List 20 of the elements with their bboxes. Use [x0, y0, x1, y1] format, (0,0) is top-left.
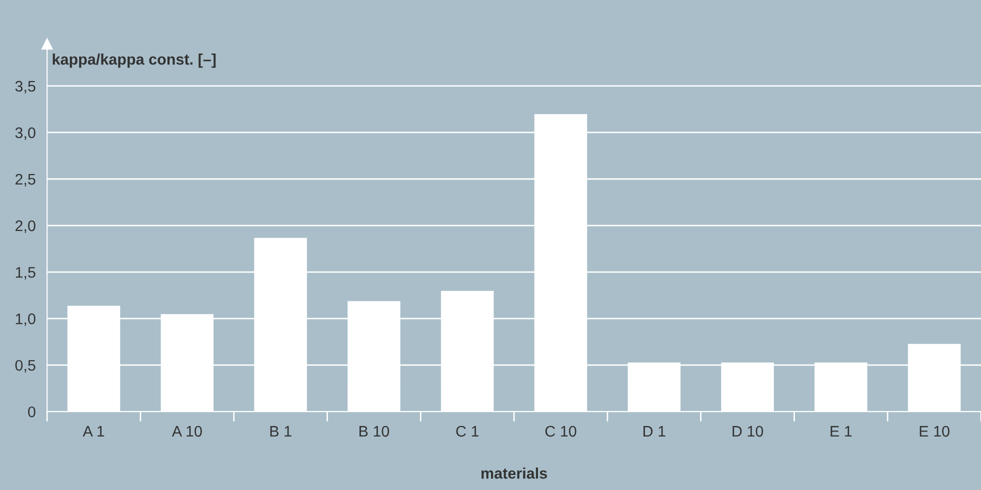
x-tick-label: D 10: [732, 426, 764, 437]
y-tick-label: 1,5: [16, 267, 36, 280]
x-tick-label: D 1: [643, 426, 666, 437]
x-tick-label: A 1: [82, 426, 104, 437]
y-tick-label: 2,0: [16, 220, 36, 234]
x-tick-label: B 1: [270, 426, 292, 437]
x-tick-label: E 10: [920, 426, 950, 437]
x-tick-label: E 1: [830, 426, 852, 437]
y-tick-label: 3,5: [15, 80, 36, 94]
x-tick-label: A 10: [172, 426, 202, 437]
x-tick-label: B 10: [359, 426, 390, 437]
y-tick-label: 2,5: [16, 174, 36, 186]
x-axis-title: materials: [482, 468, 547, 479]
y-axis-title: kappa/kappa const. [–]: [52, 54, 216, 68]
y-tick-label: 3,0: [15, 127, 36, 140]
x-tick-label: C 1: [456, 426, 478, 437]
x-tick-label: C 10: [545, 426, 576, 437]
y-tick-label: 0,5: [15, 360, 36, 373]
y-tick-label: 1,0: [16, 313, 36, 326]
y-tick-label: 0: [28, 406, 36, 418]
